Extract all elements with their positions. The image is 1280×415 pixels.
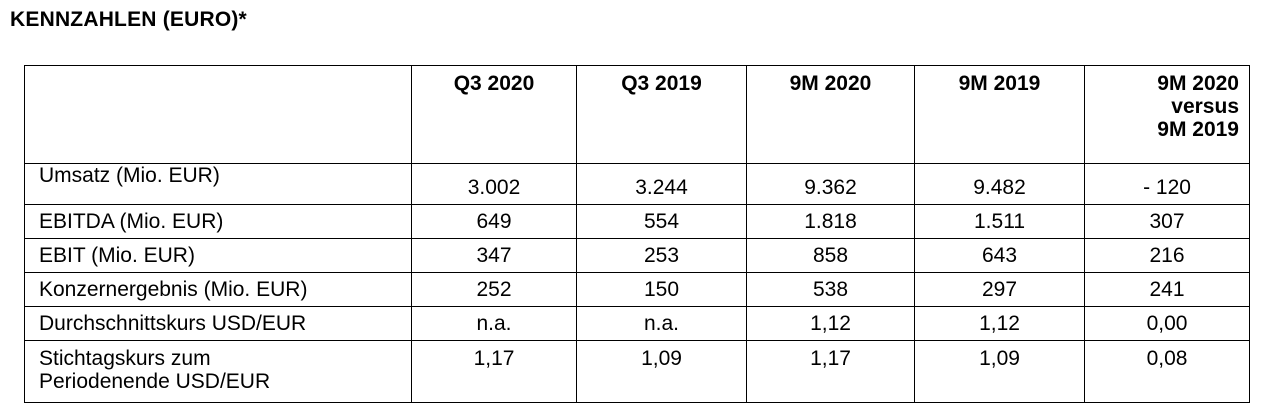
row-label-line: EBIT (Mio. EUR) (39, 244, 195, 267)
table-cell: 1,17 (746, 340, 915, 403)
table-cell: 1,17 (411, 340, 577, 403)
row-label-line: Umsatz (Mio. EUR) (39, 164, 220, 188)
table-cell: 1,09 (914, 340, 1085, 403)
table-cell: 3.002 (411, 163, 577, 205)
header-cell-q3-2019: Q3 2019 (576, 65, 747, 164)
table-row: Stichtagskurs zum Periodenende USD/EUR 1… (24, 340, 1250, 403)
row-label: EBIT (Mio. EUR) (24, 238, 412, 273)
row-label-line: Stichtagskurs zum (39, 347, 211, 370)
table-cell: 0,08 (1084, 340, 1250, 403)
header-comparison-line: versus (1171, 95, 1239, 118)
header-cell-empty (24, 65, 412, 164)
table-cell: 858 (746, 238, 915, 273)
row-label: Umsatz (Mio. EUR) (24, 163, 412, 205)
header-comparison-line: 9M 2019 (1157, 118, 1239, 141)
table-cell: 538 (746, 272, 915, 307)
table-cell: 649 (411, 204, 577, 239)
table-cell: 297 (914, 272, 1085, 307)
row-label-line: Periodenende USD/EUR (39, 370, 271, 393)
table-cell: 1,12 (914, 306, 1085, 341)
table-cell: 643 (914, 238, 1085, 273)
header-cell-q3-2020: Q3 2020 (411, 65, 577, 164)
table-cell: 150 (576, 272, 747, 307)
row-label-line: EBITDA (Mio. EUR) (39, 210, 224, 233)
table-row: EBIT (Mio. EUR) 347 253 858 643 216 (24, 238, 1250, 273)
table-cell: - 120 (1084, 163, 1250, 205)
table-cell: 9.482 (914, 163, 1085, 205)
table-cell: n.a. (411, 306, 577, 341)
table-cell: n.a. (576, 306, 747, 341)
key-figures-table: Q3 2020 Q3 2019 9M 2020 9M 2019 9M 2020 … (24, 65, 1250, 403)
table-cell: 252 (411, 272, 577, 307)
table-cell: 216 (1084, 238, 1250, 273)
row-label: Durchschnittskurs USD/EUR (24, 306, 412, 341)
table-cell: 241 (1084, 272, 1250, 307)
table-cell: 1.818 (746, 204, 915, 239)
row-label: EBITDA (Mio. EUR) (24, 204, 412, 239)
table-cell: 1,12 (746, 306, 915, 341)
table-row: EBITDA (Mio. EUR) 649 554 1.818 1.511 30… (24, 204, 1250, 239)
table-cell: 0,00 (1084, 306, 1250, 341)
row-label: Konzernergebnis (Mio. EUR) (24, 272, 412, 307)
table-cell: 1,09 (576, 340, 747, 403)
table-row: Konzernergebnis (Mio. EUR) 252 150 538 2… (24, 272, 1250, 307)
table-cell: 347 (411, 238, 577, 273)
table-row: Durchschnittskurs USD/EUR n.a. n.a. 1,12… (24, 306, 1250, 341)
table-cell: 1.511 (914, 204, 1085, 239)
row-label: Stichtagskurs zum Periodenende USD/EUR (24, 340, 412, 403)
table-cell: 9.362 (746, 163, 915, 205)
header-row: Q3 2020 Q3 2019 9M 2020 9M 2019 9M 2020 … (24, 65, 1250, 164)
row-label-line: Konzernergebnis (Mio. EUR) (39, 278, 308, 301)
row-label-line: Durchschnittskurs USD/EUR (39, 312, 307, 335)
table-cell: 3.244 (576, 163, 747, 205)
document-title: KENNZAHLEN (EURO)* (10, 8, 247, 31)
header-cell-9m-2019: 9M 2019 (914, 65, 1085, 164)
header-cell-9m-2020: 9M 2020 (746, 65, 915, 164)
table-row: Umsatz (Mio. EUR) 3.002 3.244 9.362 9.48… (24, 163, 1250, 205)
table-cell: 554 (576, 204, 747, 239)
table-cell: 307 (1084, 204, 1250, 239)
header-comparison-line: 9M 2020 (1157, 72, 1239, 95)
table-cell: 253 (576, 238, 747, 273)
header-cell-comparison: 9M 2020 versus 9M 2019 (1084, 65, 1250, 164)
